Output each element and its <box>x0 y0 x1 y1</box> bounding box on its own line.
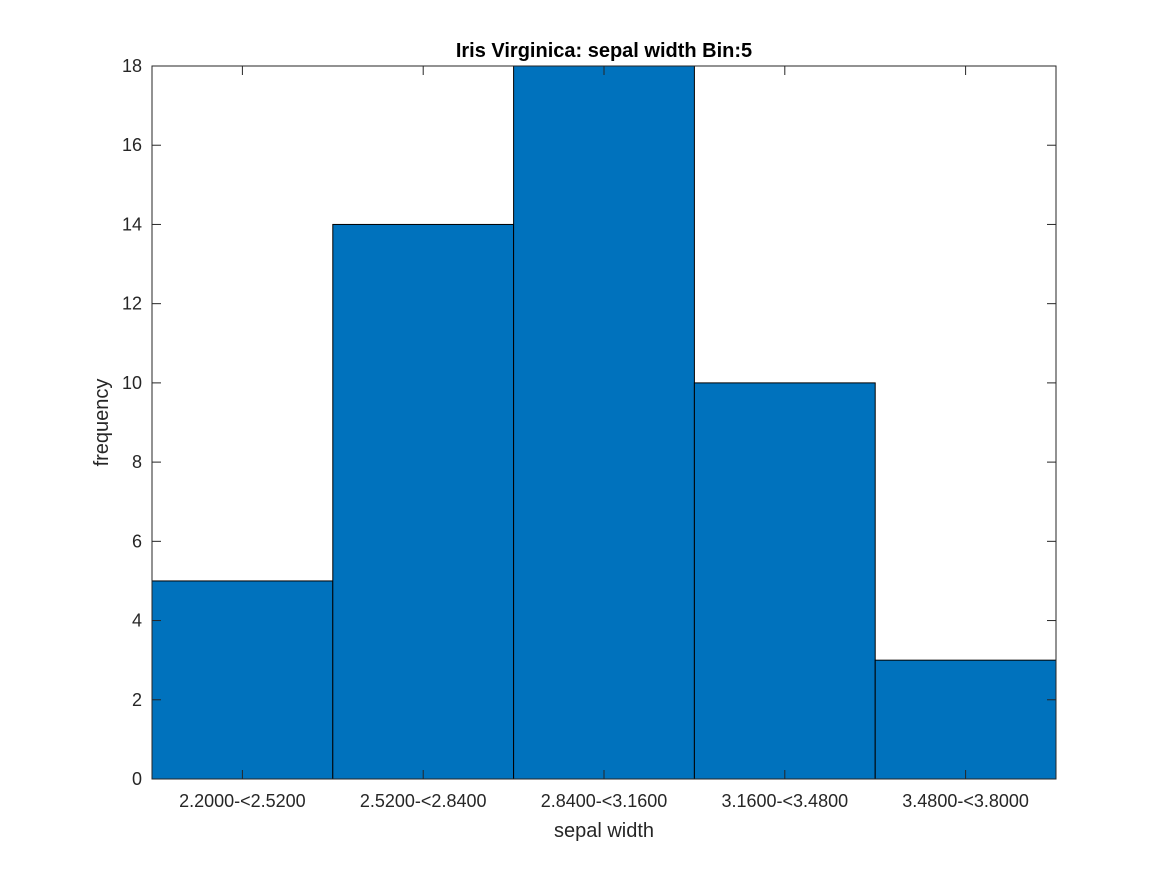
y-tick-label-6: 6 <box>132 531 142 551</box>
x-tick-label-2: 2.5200-<2.8400 <box>360 791 487 811</box>
y-tick-label-2: 2 <box>132 690 142 710</box>
y-tick-label-4: 4 <box>132 611 142 631</box>
histogram-bar-5 <box>874 659 1057 780</box>
x-tick-label-5: 3.4800-<3.8000 <box>902 791 1029 811</box>
y-axis-title: frequency <box>91 379 113 467</box>
x-tick-label-1: 2.2000-<2.5200 <box>179 791 306 811</box>
y-tick-label-14: 14 <box>122 214 142 234</box>
x-tick-label-3: 2.8400-<3.1600 <box>541 791 668 811</box>
labels-layer: 2.2000-<2.5200 2.5200-<2.8400 2.8400-<3.16… <box>122 56 1029 811</box>
chart-title: Iris Virginica: sepal width Bin:5 <box>456 40 752 62</box>
x-tick-label-4: 3.1600-<3.4800 <box>721 791 848 811</box>
histogram-bar-1 <box>151 580 334 780</box>
ticks-layer <box>152 65 1056 780</box>
histogram-bar-2 <box>332 223 515 780</box>
histogram-bar-3 <box>513 65 695 780</box>
bars-layer <box>151 65 1057 780</box>
y-tick-label-10: 10 <box>122 373 142 393</box>
y-tick-label-18: 18 <box>122 56 142 76</box>
y-tick-label-12: 12 <box>122 294 142 314</box>
histogram-bar-4 <box>693 382 876 780</box>
y-tick-label-0: 0 <box>132 769 142 789</box>
y-tick-label-8: 8 <box>132 452 142 472</box>
x-axis-title: sepal width <box>554 820 654 842</box>
y-tick-label-16: 16 <box>122 135 142 155</box>
